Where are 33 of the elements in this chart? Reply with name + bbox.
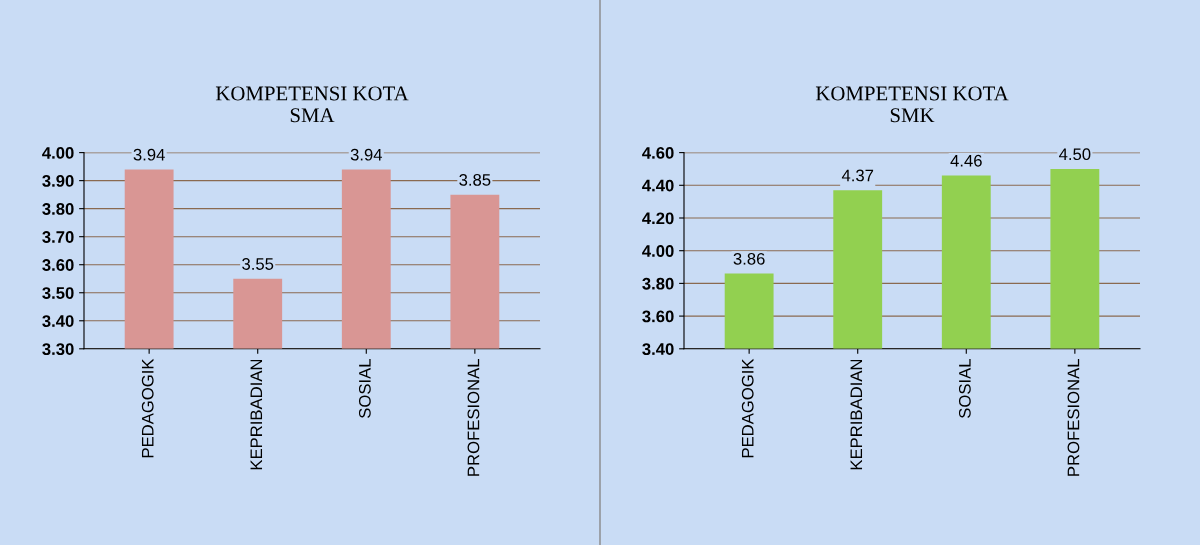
- x-tick-label: SOSIAL: [958, 359, 971, 418]
- y-tick-label: 4.00: [42, 147, 74, 159]
- y-tick-label: 3.30: [42, 343, 74, 356]
- data-label: 4.50: [1059, 148, 1091, 161]
- data-label: 4.37: [841, 169, 874, 182]
- data-label: 3.55: [242, 258, 274, 270]
- x-tick-label: PROFESIONAL: [1067, 359, 1080, 476]
- y-tick-label: 3.40: [42, 315, 74, 327]
- x-tick-label: SOSIAL: [358, 359, 371, 418]
- data-label: 3.86: [733, 252, 765, 265]
- chart-title: KOMPETENSI KOTA SMK: [815, 86, 1009, 123]
- y-tick-label: 4.20: [642, 212, 674, 225]
- chart-title: KOMPETENSI KOTA SMA: [215, 86, 409, 123]
- y-tick-label: 3.60: [642, 310, 674, 323]
- data-label: 3.94: [133, 148, 165, 161]
- y-tick-label: 4.40: [642, 179, 674, 192]
- y-tick-label: 4.60: [642, 147, 674, 159]
- x-tick-label: PEDAGOGIK: [141, 358, 154, 458]
- y-tick-label: 3.80: [42, 203, 74, 215]
- data-label: 3.94: [350, 148, 383, 161]
- y-tick-label: 4.00: [642, 245, 674, 257]
- y-tick-label: 3.60: [42, 259, 74, 271]
- y-tick-label: 3.90: [42, 175, 74, 187]
- y-tick-label: 3.70: [42, 231, 74, 243]
- x-tick-label: KEPRIBADIAN: [250, 359, 263, 470]
- x-tick-label: PROFESIONAL: [467, 359, 480, 476]
- y-tick-label: 3.40: [642, 343, 674, 356]
- y-tick-label: 3.80: [642, 277, 674, 290]
- x-tick-label: KEPRIBADIAN: [850, 359, 863, 470]
- data-label: 4.46: [950, 154, 982, 167]
- x-tick-label: PEDAGOGIK: [741, 358, 754, 458]
- data-label: 3.85: [459, 173, 491, 186]
- y-tick-label: 3.50: [42, 287, 74, 299]
